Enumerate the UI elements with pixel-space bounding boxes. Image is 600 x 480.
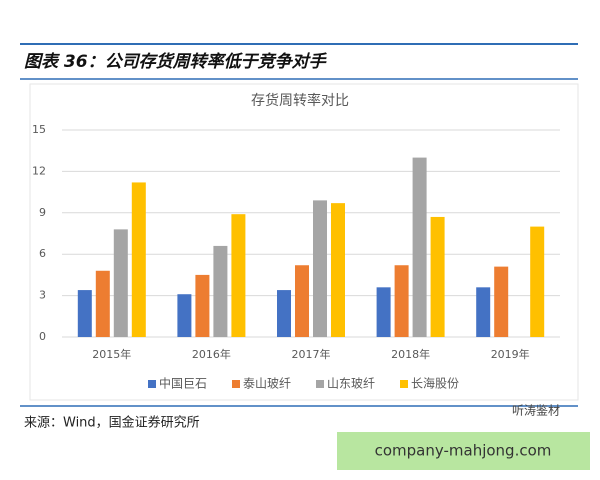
bar (394, 265, 409, 337)
y-tick-label: 15 (32, 123, 46, 136)
bar (376, 287, 391, 337)
x-tick-label: 2019年 (491, 347, 530, 361)
bar (412, 157, 427, 337)
y-tick-label: 3 (39, 289, 46, 302)
y-tick-label: 0 (39, 330, 46, 343)
bar (494, 266, 509, 337)
legend-swatch (400, 380, 408, 388)
bar (430, 216, 445, 337)
x-tick-label: 2015年 (92, 347, 131, 361)
bar (113, 229, 128, 337)
bar (231, 214, 246, 337)
figure-caption: 图表 36：公司存货周转率低于竞争对手 (24, 52, 328, 72)
bar (177, 294, 192, 337)
bar (295, 265, 309, 337)
watermark-logo: 听涛鉴材 (512, 403, 560, 418)
bar (313, 200, 327, 337)
chart-frame (29, 83, 579, 401)
bar (530, 226, 545, 337)
source-note: 来源：Wind，国金证券研究所 (24, 415, 200, 431)
legend-swatch (232, 380, 240, 388)
legend-swatch (316, 380, 324, 388)
bar (95, 270, 110, 337)
legend-label: 中国巨石 (159, 376, 207, 391)
bar (277, 290, 291, 337)
bar (331, 203, 345, 337)
y-tick-label: 6 (39, 247, 46, 260)
legend-label: 长海股份 (411, 376, 459, 391)
legend-label: 泰山玻纤 (243, 377, 291, 391)
x-tick-label: 2018年 (391, 347, 430, 361)
x-tick-label: 2016年 (192, 347, 231, 361)
bar (77, 290, 92, 337)
legend-swatch (148, 380, 156, 388)
y-tick-label: 9 (39, 206, 46, 219)
bar (195, 274, 210, 337)
y-tick-label: 12 (32, 164, 46, 177)
bar (476, 287, 491, 337)
chart-title: 存货周转率对比 (251, 92, 349, 109)
watermark-box (337, 432, 590, 470)
legend-label: 山东玻纤 (327, 377, 375, 391)
bar (131, 182, 146, 337)
watermark-site: company-mahjong.com (375, 442, 552, 460)
x-tick-label: 2017年 (292, 347, 331, 361)
bar (213, 245, 228, 337)
